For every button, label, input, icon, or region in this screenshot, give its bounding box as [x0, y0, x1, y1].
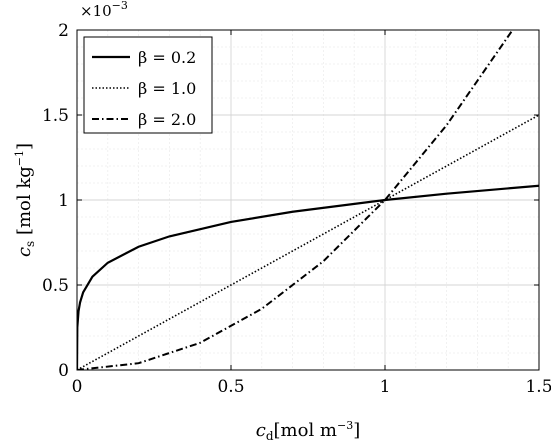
- legend-label-3: β = 2.0: [138, 110, 196, 129]
- legend-box: [83, 36, 213, 134]
- y-multiplier: ×10−3: [80, 0, 128, 20]
- ticks: [76, 29, 540, 371]
- legend: β = 0.2 β = 1.0 β = 2.0: [83, 36, 213, 134]
- y-tick-label: 2: [58, 21, 69, 41]
- y-tick-label: 1: [58, 191, 69, 211]
- x-tick-label: 0.5: [217, 377, 244, 397]
- series-layer: [77, 30, 539, 370]
- legend-label-2: β = 1.0: [138, 79, 196, 98]
- x-tick-label: 1.5: [525, 377, 551, 397]
- x-axis-label: cd[mol m−3]: [256, 419, 361, 441]
- y-tick-label: 0: [58, 361, 69, 381]
- series-line-2: [77, 114, 539, 370]
- legend-label-1: β = 0.2: [138, 48, 196, 67]
- y-axis-label: cs [mol kg−1]: [13, 143, 37, 257]
- y-tick-label: 0.5: [42, 276, 69, 296]
- series-line-3: [77, 30, 514, 370]
- x-tick-label: 0: [72, 377, 83, 397]
- series-line-1: [77, 184, 539, 370]
- y-tick-label: 1.5: [42, 106, 69, 126]
- x-tick-label: 1: [380, 377, 391, 397]
- tick-labels: 0 0.5 1 1.5 0 0.5 1 1.5 2: [42, 21, 551, 397]
